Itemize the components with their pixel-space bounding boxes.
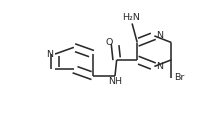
Text: N: N (156, 62, 163, 71)
Text: N: N (46, 49, 53, 59)
Text: Br: Br (174, 73, 184, 82)
Text: H₂N: H₂N (122, 13, 140, 22)
Text: N: N (156, 31, 163, 40)
Text: NH: NH (108, 77, 122, 86)
Text: O: O (105, 38, 113, 47)
